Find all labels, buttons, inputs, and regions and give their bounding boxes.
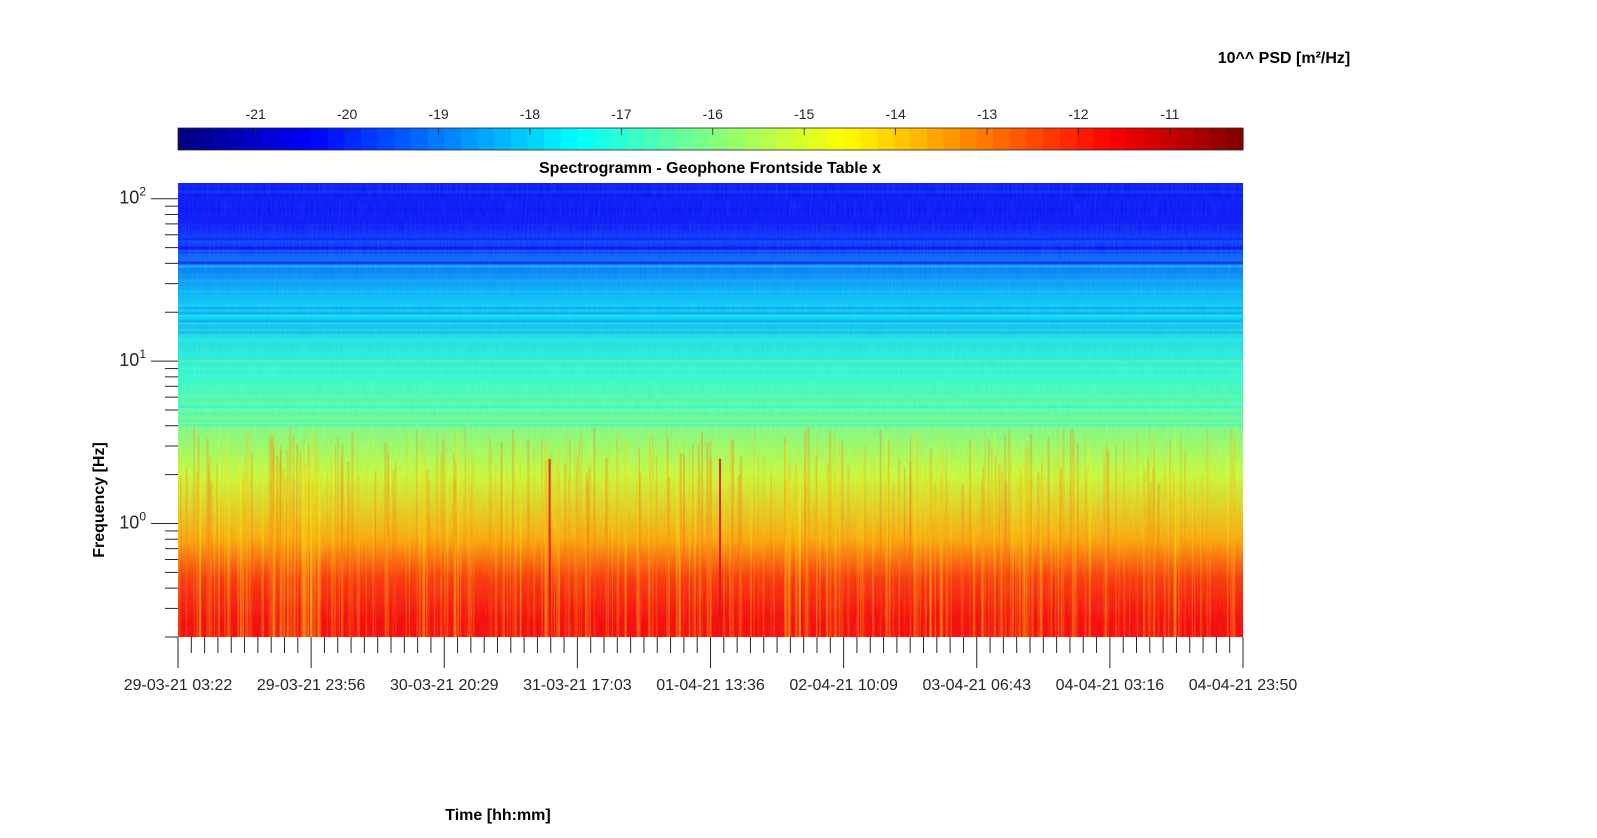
colorbar-segment xyxy=(1093,128,1110,150)
colorbar-tick-label: -16 xyxy=(703,106,723,122)
colorbar-segment xyxy=(927,128,944,150)
colorbar-segment xyxy=(827,128,844,150)
colorbar-segment xyxy=(478,128,495,150)
y-tick-label: 101 xyxy=(119,347,146,370)
colorbar-segment xyxy=(910,128,927,150)
colorbar-segment xyxy=(444,128,461,150)
colorbar-segment xyxy=(1193,128,1210,150)
colorbar-segment xyxy=(794,128,811,150)
colorbar-segment xyxy=(1010,128,1027,150)
colorbar-tick-label: -12 xyxy=(1068,106,1088,122)
colorbar-tick-label: -21 xyxy=(246,106,266,122)
x-tick-label: 30-03-21 20:29 xyxy=(390,677,499,694)
colorbar-segment xyxy=(261,128,278,150)
colorbar-segment xyxy=(311,128,328,150)
y-tick-label: 102 xyxy=(119,185,146,208)
x-axis-label: Time [hh:mm] xyxy=(445,807,550,824)
colorbar-tick-label: -14 xyxy=(886,106,906,122)
colorbar-tick-label: -13 xyxy=(977,106,997,122)
colorbar-segment xyxy=(577,128,594,150)
x-axis: 29-03-21 03:22 29-03-21 23:56 30-03-21 20:… xyxy=(124,637,1298,694)
y-axis-label: Frequency [Hz] xyxy=(91,442,108,558)
colorbar-tick-label: -15 xyxy=(794,106,814,122)
colorbar-segment xyxy=(228,128,245,150)
colorbar-segment xyxy=(294,128,311,150)
colorbar-segment xyxy=(561,128,578,150)
x-tick-label: 31-03-21 17:03 xyxy=(523,677,632,694)
colorbar-segment xyxy=(844,128,861,150)
colorbar-label: 10^^ PSD [m²/Hz] xyxy=(1218,50,1350,67)
colorbar-segment xyxy=(1043,128,1060,150)
colorbar-segment xyxy=(744,128,761,150)
colorbar-segment xyxy=(195,128,212,150)
x-tick-label: 03-04-21 06:43 xyxy=(922,677,1031,694)
x-tick-label: 29-03-21 03:22 xyxy=(124,677,233,694)
colorbar-tick-label: -20 xyxy=(337,106,357,122)
colorbar-segment xyxy=(860,128,877,150)
colorbar-segment xyxy=(494,128,511,150)
colorbar-segment xyxy=(661,128,678,150)
colorbar-segment xyxy=(544,128,561,150)
x-tick-label: 04-04-21 03:16 xyxy=(1056,677,1165,694)
y-axis: 100 101 102 xyxy=(119,185,178,637)
colorbar-segment xyxy=(411,128,428,150)
colorbar-segment xyxy=(394,128,411,150)
colorbar xyxy=(178,128,1244,150)
colorbar-tick-label: -19 xyxy=(428,106,448,122)
colorbar-tick-label: -18 xyxy=(520,106,540,122)
spectrogram-image xyxy=(178,183,1243,637)
colorbar-segment xyxy=(328,128,345,150)
colorbar-segment xyxy=(245,128,262,150)
colorbar-segment xyxy=(1176,128,1193,150)
colorbar-segment xyxy=(960,128,977,150)
chart-title: Spectrogramm - Geophone Frontside Table … xyxy=(539,160,881,177)
colorbar-segment xyxy=(877,128,894,150)
colorbar-segment xyxy=(611,128,628,150)
colorbar-segment xyxy=(361,128,378,150)
colorbar-segment xyxy=(1027,128,1044,150)
colorbar-segment xyxy=(1210,128,1227,150)
colorbar-segment xyxy=(594,128,611,150)
colorbar-tick-label: -17 xyxy=(611,106,631,122)
colorbar-segment xyxy=(178,128,195,150)
colorbar-segment xyxy=(1077,128,1094,150)
colorbar-segment xyxy=(644,128,661,150)
colorbar-segment xyxy=(1143,128,1160,150)
colorbar-segment xyxy=(894,128,911,150)
colorbar-segment xyxy=(677,128,694,150)
colorbar-segment xyxy=(694,128,711,150)
colorbar-segment xyxy=(977,128,994,150)
colorbar-segment xyxy=(627,128,644,150)
y-tick-label: 100 xyxy=(119,510,146,533)
colorbar-segment xyxy=(727,128,744,150)
x-tick-label: 02-04-21 10:09 xyxy=(789,677,898,694)
x-tick-label: 29-03-21 23:56 xyxy=(257,677,366,694)
x-tick-label: 01-04-21 13:36 xyxy=(656,677,765,694)
colorbar-segment xyxy=(777,128,794,150)
colorbar-segment xyxy=(943,128,960,150)
colorbar-segment xyxy=(1160,128,1177,150)
colorbar-segment xyxy=(760,128,777,150)
colorbar-segment xyxy=(993,128,1010,150)
colorbar-segment xyxy=(378,128,395,150)
colorbar-tick-label: -11 xyxy=(1160,106,1179,122)
colorbar-segment xyxy=(428,128,445,150)
colorbar-segment xyxy=(461,128,478,150)
colorbar-segment xyxy=(1110,128,1127,150)
colorbar-segment xyxy=(1060,128,1077,150)
x-tick-label: 04-04-21 23:50 xyxy=(1189,677,1298,694)
colorbar-segment xyxy=(278,128,295,150)
colorbar-segment xyxy=(1226,128,1243,150)
colorbar-segment xyxy=(211,128,228,150)
colorbar-segment xyxy=(511,128,528,150)
colorbar-segment xyxy=(810,128,827,150)
colorbar-segment xyxy=(1127,128,1144,150)
